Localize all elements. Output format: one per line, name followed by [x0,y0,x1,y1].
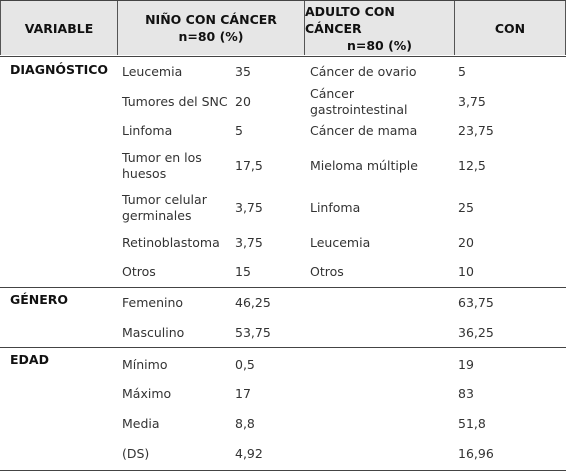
header-cell: NIÑO CON CÁNCER n=80 (%) [118,1,305,55]
child-value: 46,25 [235,295,271,310]
child-label: Masculino [122,325,185,340]
header-text: n=80 (%) [346,37,413,53]
adult-value: 16,96 [458,446,494,461]
child-label: Tumor celular germinales [122,192,207,223]
adult-label: Linfoma [310,200,361,215]
child-label: Tumores del SNC [122,94,228,109]
child-value: 4,92 [235,446,263,461]
adult-label: Cáncer gastrointestinal [310,86,408,117]
rule [0,347,566,348]
child-label: Otros [122,264,156,279]
adult-value: 20 [458,235,474,250]
child-value: 15 [235,264,251,279]
adult-label: Mieloma múltiple [310,158,418,173]
adult-value: 51,8 [458,416,486,431]
child-value: 35 [235,64,251,79]
section-label: GÉNERO [10,292,69,307]
child-value: 3,75 [235,200,263,215]
child-value: 3,75 [235,235,263,250]
adult-value: 12,5 [458,158,486,173]
adult-value: 3,75 [458,94,486,109]
child-value: 0,5 [235,357,255,372]
adult-value: 19 [458,357,474,372]
header-text: CON [494,20,526,36]
child-label: (DS) [122,446,150,461]
child-label: Media [122,416,160,431]
rule [0,0,566,1]
adult-value: 36,25 [458,325,494,340]
adult-label: Otros [310,264,344,279]
header-text: n=80 (%) [178,29,244,44]
adult-label: Cáncer de mama [310,123,418,138]
child-label: Femenino [122,295,184,310]
header-text: VARIABLE [24,20,94,36]
section-label: DIAGNÓSTICO [10,62,109,77]
rule [0,470,566,471]
child-label: Máximo [122,386,172,401]
section-label: EDAD [10,352,49,367]
header-cell: VARIABLE [0,1,118,55]
adult-value: 23,75 [458,123,494,138]
child-label: Mínimo [122,357,168,372]
child-label: Linfoma [122,123,173,138]
child-value: 53,75 [235,325,271,340]
adult-value: 5 [458,64,466,79]
rule [0,56,566,57]
child-value: 17,5 [235,158,263,173]
child-label: Retinoblastoma [122,235,220,250]
child-value: 20 [235,94,251,109]
header-cell: CON [455,1,566,55]
rule [0,287,566,288]
child-value: 5 [235,123,243,138]
header-text: ADULTO CON CÁNCER [305,3,395,36]
adult-value: 10 [458,264,474,279]
child-label: Tumor en los huesos [122,150,202,181]
adult-label: Cáncer de ovario [310,64,417,79]
adult-value: 83 [458,386,474,401]
adult-value: 63,75 [458,295,494,310]
header-cell: ADULTO CON CÁNCER n=80 (%) [305,1,455,55]
adult-value: 25 [458,200,474,215]
header-text: NIÑO CON CÁNCER [145,12,277,27]
child-label: Leucemia [122,64,183,79]
child-value: 8,8 [235,416,255,431]
adult-label: Leucemia [310,235,371,250]
child-value: 17 [235,386,251,401]
